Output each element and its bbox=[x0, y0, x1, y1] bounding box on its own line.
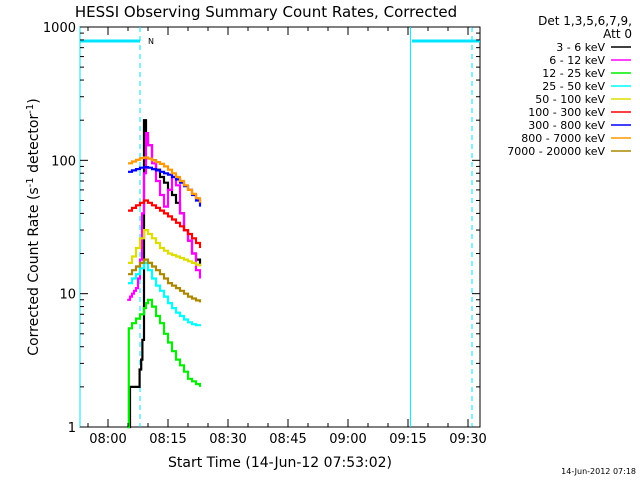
markers: N bbox=[79, 27, 480, 427]
axis-ticks: 08:00 08:15 08:30 08:45 09:00 09:15 09:30 1 10 10… bbox=[43, 21, 487, 447]
series-line bbox=[128, 156, 202, 203]
x-tick-label: 08:15 bbox=[149, 432, 186, 447]
legend-label: 25 - 50 keV bbox=[542, 80, 605, 93]
y-tick-label: 1000 bbox=[43, 21, 76, 36]
x-tick-label: 09:30 bbox=[449, 432, 486, 447]
y-axis-label-part: detector bbox=[26, 114, 42, 178]
series-line bbox=[127, 298, 202, 429]
x-tick-label: 09:00 bbox=[329, 432, 366, 447]
legend-label: 6 - 12 keV bbox=[549, 54, 605, 67]
x-axis-label: Start Time (14-Jun-12 07:53:02) bbox=[168, 455, 392, 471]
legend-label: 7000 - 20000 keV bbox=[507, 145, 605, 158]
y-axis-label-sup: -1 bbox=[25, 177, 36, 187]
y-tick-label: 100 bbox=[51, 154, 76, 169]
y-tick-label: 1 bbox=[68, 421, 76, 436]
series-group bbox=[127, 119, 202, 429]
series-line bbox=[128, 199, 202, 248]
x-tick-label: 08:45 bbox=[269, 432, 306, 447]
y-axis-label-part: Corrected Count Rate (s bbox=[26, 187, 42, 355]
x-tick-label: 08:30 bbox=[209, 432, 246, 447]
series-line bbox=[128, 261, 202, 327]
series-line bbox=[128, 258, 202, 303]
x-tick-label: 08:00 bbox=[89, 432, 126, 447]
legend-label: 50 - 100 keV bbox=[535, 93, 605, 106]
legend-label: 3 - 6 keV bbox=[556, 41, 605, 54]
y-axis-label: Corrected Count Rate (s-1 detector-1) bbox=[25, 98, 43, 355]
chart-title: HESSI Observing Summary Count Rates, Cor… bbox=[75, 3, 457, 21]
series-line bbox=[128, 229, 202, 267]
legend-header: Det 1,3,5,6,7,9, bbox=[538, 14, 632, 28]
legend-label: 12 - 25 keV bbox=[542, 67, 605, 80]
x-tick-label: 09:15 bbox=[389, 432, 426, 447]
legend-label: 100 - 300 keV bbox=[528, 106, 605, 119]
legend-label: 300 - 800 keV bbox=[528, 119, 605, 132]
y-tick-label: 10 bbox=[59, 288, 76, 303]
y-axis-label-sup: -1 bbox=[25, 104, 36, 114]
legend-subheader: Att 0 bbox=[603, 27, 632, 41]
night-bar-label: N bbox=[148, 37, 154, 46]
legend-label: 800 - 7000 keV bbox=[521, 132, 605, 145]
timestamp: 14-Jun-2012 07:18 bbox=[561, 467, 636, 476]
y-axis-label-part: ) bbox=[26, 98, 42, 103]
